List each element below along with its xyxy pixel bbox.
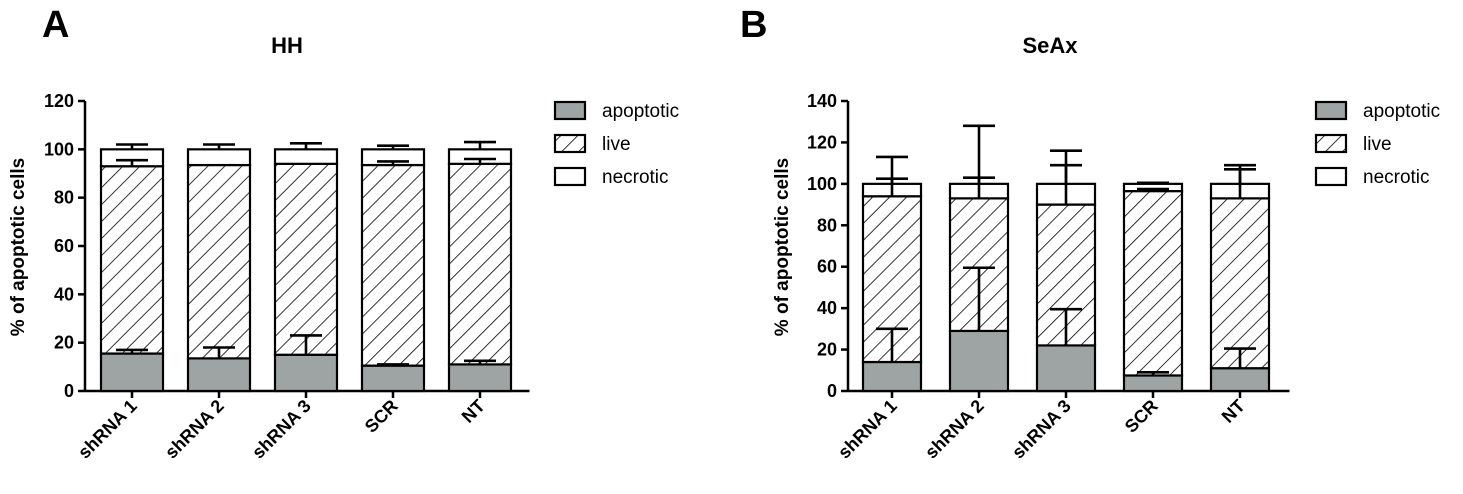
y-tick-label: 0 — [827, 381, 837, 401]
legend-label: apoptotic — [1363, 101, 1440, 122]
bar-segment-necrotic — [273, 148, 339, 165]
legend-swatch-apoptotic — [1314, 100, 1348, 121]
bar-segment-live — [1035, 203, 1097, 347]
bar-segment-live — [99, 165, 165, 355]
y-tick-label: 140 — [807, 91, 837, 111]
x-tick-label: shRNA 1 — [74, 396, 141, 463]
legend-swatch-live — [553, 133, 587, 154]
y-tick-label: 100 — [44, 139, 74, 159]
y-tick-label: 40 — [817, 298, 837, 318]
x-tick-label: NT — [458, 396, 489, 427]
y-tick-label: 120 — [44, 91, 74, 111]
legend-label: necrotic — [1363, 167, 1430, 188]
panel-letter: B — [740, 4, 767, 46]
y-tick-label: 20 — [54, 333, 74, 353]
bar-segment-apoptotic — [948, 329, 1010, 393]
bar-segment-apoptotic — [1035, 344, 1097, 393]
bar-segment-apoptotic — [447, 363, 513, 393]
legend-label: necrotic — [602, 167, 669, 188]
legend-swatch-necrotic — [553, 166, 587, 187]
legend-label: live — [1363, 134, 1392, 155]
chart-panel-a: A HH % of apoptotic cells 0 20 40 60 80 100 12… — [8, 4, 679, 462]
legend-swatch-necrotic — [1314, 166, 1348, 187]
legend-swatch-apoptotic — [553, 100, 587, 121]
y-tick-label: 60 — [817, 257, 837, 277]
bar-segment-apoptotic — [99, 352, 165, 393]
y-tick-label: 0 — [64, 381, 74, 401]
x-tick-label: SCR — [361, 396, 402, 437]
y-axis-label: % of apoptotic cells — [8, 158, 29, 336]
x-tick-label: shRNA 2 — [921, 396, 988, 463]
y-tick-label: 80 — [817, 215, 837, 235]
y-tick-label: 80 — [54, 188, 74, 208]
bar-segment-apoptotic — [1122, 374, 1184, 393]
bar-segment-apoptotic — [360, 364, 426, 393]
x-tick-label: shRNA 2 — [161, 396, 228, 463]
y-tick-label: 100 — [807, 174, 837, 194]
y-tick-label: 20 — [817, 340, 837, 360]
bar-segment-apoptotic — [273, 353, 339, 393]
y-axis-label: % of apoptotic cells — [772, 158, 793, 336]
legend-swatch-live — [1314, 133, 1348, 154]
bar-segment-live — [360, 163, 426, 367]
bar-segment-apoptotic — [186, 357, 252, 393]
legend-label: live — [602, 134, 631, 155]
x-tick-label: SCR — [1121, 396, 1162, 437]
bar-segment-apoptotic — [861, 360, 923, 393]
x-tick-label: shRNA 3 — [248, 396, 315, 463]
y-tick-label: 60 — [54, 236, 74, 256]
bar-segment-live — [186, 163, 252, 360]
chart-panel-b: B SeAx % of apoptotic cells 0 20 40 60 80 100… — [740, 4, 1440, 462]
bar-segment-necrotic — [186, 148, 252, 167]
chart-title: HH — [271, 33, 303, 58]
bar-segment-live — [273, 162, 339, 356]
x-tick-label: NT — [1218, 396, 1249, 427]
x-tick-label: shRNA 3 — [1008, 396, 1075, 463]
bar-segment-live — [1209, 197, 1271, 370]
x-tick-label: shRNA 1 — [834, 396, 901, 463]
chart-title: SeAx — [1022, 33, 1078, 58]
bar-segment-live — [1122, 190, 1184, 377]
legend-label: apoptotic — [602, 101, 679, 122]
panel-letter: A — [42, 4, 69, 46]
bar-segment-live — [447, 162, 513, 366]
y-tick-label: 40 — [54, 284, 74, 304]
bar-segment-apoptotic — [1209, 367, 1271, 393]
y-tick-label: 120 — [807, 132, 837, 152]
